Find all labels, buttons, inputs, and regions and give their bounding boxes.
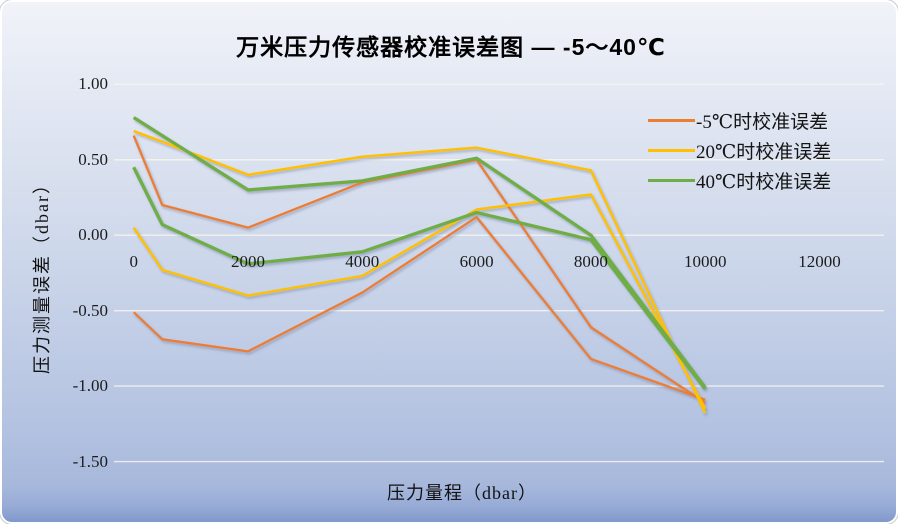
gridlines — [114, 83, 884, 463]
legend: -5℃时校准误差 20℃时校准误差 40℃时校准误差 — [648, 105, 888, 195]
x-tick-label: 6000 — [459, 252, 494, 271]
x-tick-label: 0 — [129, 252, 138, 271]
chart-title: 万米压力传感器校准误差图 — -5～40℃ — [236, 34, 666, 60]
y-tick-label: 0.00 — [78, 225, 108, 245]
legend-swatch — [648, 178, 695, 182]
series-line — [132, 116, 707, 389]
legend-item: 40℃时校准误差 — [648, 165, 888, 195]
series-line — [132, 166, 707, 391]
y-tick-label: -1.50 — [72, 451, 108, 471]
legend-label: 20℃时校准误差 — [696, 141, 832, 163]
series-line — [133, 129, 707, 414]
series-line — [132, 193, 707, 410]
legend-swatch — [648, 148, 695, 152]
legend-label: -5℃时校准误差 — [696, 111, 829, 133]
x-tick-label: 10000 — [683, 252, 727, 271]
y-tick-label: -1.00 — [72, 376, 108, 396]
y-axis-title: 压力测量误差（dbar） — [32, 174, 52, 374]
x-axis-title: 压力量程（dbar） — [387, 483, 537, 503]
legend-item: -5℃时校准误差 — [648, 105, 888, 135]
y-tick-label: 1.00 — [78, 74, 108, 94]
series-line — [132, 215, 706, 401]
y-tick-label: 0.50 — [78, 149, 108, 169]
x-tick-label: 12000 — [798, 252, 841, 271]
x-tick-label: 2000 — [231, 252, 265, 271]
x-tick-label: 4000 — [345, 252, 380, 271]
x-tick-label: 8000 — [573, 252, 608, 271]
legend-swatch — [648, 118, 695, 122]
y-tick-label: -0.50 — [72, 300, 108, 320]
legend-item: 20℃时校准误差 — [648, 135, 888, 165]
legend-label: 40℃时校准误差 — [696, 171, 832, 193]
series-lines — [132, 116, 707, 414]
